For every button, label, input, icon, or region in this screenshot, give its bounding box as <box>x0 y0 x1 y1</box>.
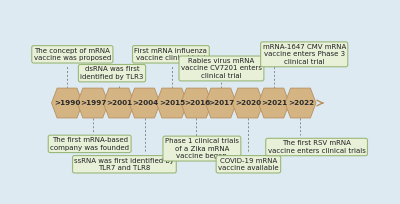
Text: The first RSV mRNA
vaccine enters clinical trials: The first RSV mRNA vaccine enters clinic… <box>268 140 366 154</box>
Polygon shape <box>258 88 289 118</box>
Polygon shape <box>77 88 108 118</box>
Text: dsRNA was first
identified by TLR3: dsRNA was first identified by TLR3 <box>80 67 144 80</box>
Polygon shape <box>285 88 316 118</box>
Text: ssRNA was first identified by
TLR7 and TLR8: ssRNA was first identified by TLR7 and T… <box>74 157 174 171</box>
Text: The concept of mRNA
vaccine was proposed: The concept of mRNA vaccine was proposed <box>34 48 111 61</box>
Text: Phase 1 clinical trials
of a Zika mRNA
vaccine began: Phase 1 clinical trials of a Zika mRNA v… <box>165 138 239 159</box>
Text: >2015: >2015 <box>159 100 186 106</box>
Text: >2021: >2021 <box>261 100 288 106</box>
Polygon shape <box>232 88 263 118</box>
Text: >2017: >2017 <box>208 100 234 106</box>
Polygon shape <box>205 88 236 118</box>
Text: >2020: >2020 <box>235 100 262 106</box>
Polygon shape <box>156 88 187 118</box>
Polygon shape <box>103 88 134 118</box>
Polygon shape <box>129 88 160 118</box>
Text: >2022: >2022 <box>288 100 314 106</box>
Text: The first mRNA-based
company was founded: The first mRNA-based company was founded <box>50 137 129 151</box>
Text: First mRNA influenza
vaccine clinical trial: First mRNA influenza vaccine clinical tr… <box>134 48 207 61</box>
Text: >1990: >1990 <box>54 100 81 106</box>
Text: Rabies virus mRNA
vaccine CV7201 enters
clinical trial: Rabies virus mRNA vaccine CV7201 enters … <box>181 58 262 79</box>
Text: >1997: >1997 <box>80 100 106 106</box>
Polygon shape <box>181 88 212 118</box>
Text: >2016: >2016 <box>184 100 210 106</box>
Text: mRNA-1647 CMV mRNA
vaccine enters Phase 3
clinical trial: mRNA-1647 CMV mRNA vaccine enters Phase … <box>262 44 346 65</box>
Text: >2001: >2001 <box>106 100 132 106</box>
Text: >2004: >2004 <box>132 100 158 106</box>
Text: COVID-19 mRNA
vaccine available: COVID-19 mRNA vaccine available <box>218 157 279 171</box>
Polygon shape <box>52 88 82 118</box>
